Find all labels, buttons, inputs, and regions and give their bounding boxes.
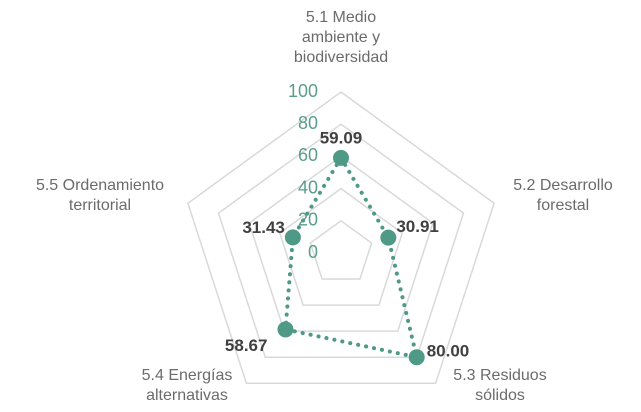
grid-ring bbox=[186, 91, 496, 385]
category-label: 5.4 Energías alternativas bbox=[141, 367, 233, 404]
r-tick-label: 80 bbox=[298, 113, 318, 133]
data-label: 31.43 bbox=[242, 218, 285, 237]
grid-ring bbox=[309, 219, 373, 280]
r-tick-label: 40 bbox=[298, 177, 318, 197]
grid-ring bbox=[217, 123, 465, 358]
series-line bbox=[283, 154, 420, 360]
data-label: 58.67 bbox=[225, 336, 268, 355]
category-label: 5.1 Medio ambiente y biodiversidad bbox=[293, 9, 389, 66]
data-point bbox=[284, 229, 301, 246]
data-label: 59.09 bbox=[320, 128, 363, 147]
data-point bbox=[277, 321, 294, 338]
data-label: 30.91 bbox=[396, 217, 439, 236]
category-label: 5.3 Residuos sólidos bbox=[453, 367, 547, 404]
data-label: 80.00 bbox=[427, 342, 470, 361]
grid-ring bbox=[248, 155, 434, 332]
r-tick-label: 0 bbox=[308, 242, 318, 262]
grid-ring bbox=[278, 187, 404, 306]
r-tick-label: 20 bbox=[298, 210, 318, 230]
r-tick-label: 100 bbox=[288, 81, 318, 101]
data-point bbox=[333, 149, 349, 166]
r-tick-label: 60 bbox=[298, 145, 318, 165]
data-point bbox=[380, 229, 397, 246]
category-label: 5.2 Desarrollo forestal bbox=[513, 177, 613, 214]
category-label: 5.5 Ordenamiento territorial bbox=[35, 177, 165, 214]
data-point bbox=[408, 349, 425, 366]
